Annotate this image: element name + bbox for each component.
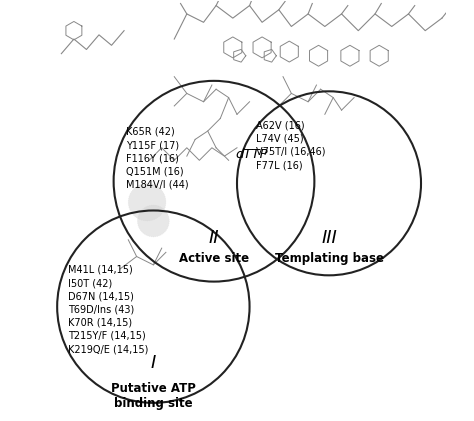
- Text: K65R (42)
Y115F (17)
F116Y (16)
Q151M (16)
M184V/I (44): K65R (42) Y115F (17) F116Y (16) Q151M (1…: [126, 127, 189, 189]
- Text: I: I: [151, 354, 156, 372]
- Text: III: III: [321, 229, 337, 247]
- Text: Putative ATP
binding site: Putative ATP binding site: [111, 382, 196, 410]
- Text: A62V (16)
L74V (45)
V75T/I (16,46)
F77L (16): A62V (16) L74V (45) V75T/I (16,46) F77L …: [256, 120, 325, 170]
- Circle shape: [137, 205, 169, 237]
- Text: M41L (14,15)
I50T (42)
D67N (14,15)
T69D/Ins (43)
K70R (14,15)
T215Y/F (14,15)
K: M41L (14,15) I50T (42) D67N (14,15) T69D…: [68, 265, 148, 354]
- Circle shape: [128, 183, 166, 221]
- Text: II: II: [209, 229, 219, 247]
- Text: Active site: Active site: [179, 252, 249, 265]
- Text: Templating base: Templating base: [274, 252, 383, 265]
- Text: dTTP: dTTP: [235, 147, 268, 160]
